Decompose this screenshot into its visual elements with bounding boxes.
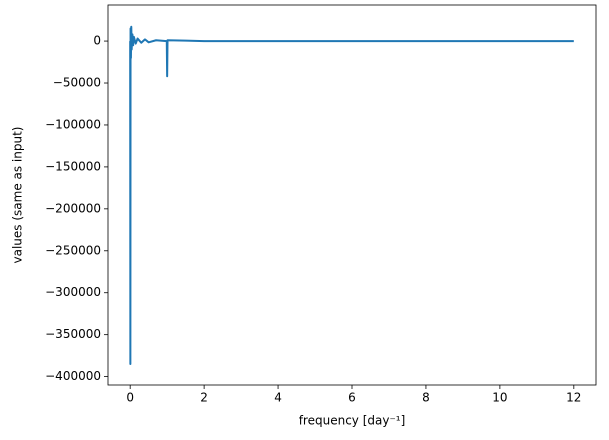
x-axis-label: frequency [day⁻¹] [299, 414, 406, 428]
y-tick-label: −150000 [45, 159, 101, 173]
y-tick-label: −200000 [45, 201, 101, 215]
y-tick-label: −50000 [53, 76, 101, 90]
x-tick-label: 10 [492, 391, 507, 405]
x-tick-label: 8 [422, 391, 430, 405]
y-axis-label: values (same as input) [11, 127, 25, 264]
data-line [129, 25, 574, 366]
x-tick-label: 0 [126, 391, 134, 405]
x-tick-label: 12 [566, 391, 581, 405]
x-tick-label: 4 [274, 391, 282, 405]
y-tick-label: 0 [93, 34, 101, 48]
y-tick-label: −400000 [45, 369, 101, 383]
y-tick-label: −350000 [45, 327, 101, 341]
y-tick-label: −100000 [45, 117, 101, 131]
x-tick-label: 6 [348, 391, 356, 405]
x-tick-label: 2 [200, 391, 208, 405]
plot-frame [107, 4, 597, 386]
y-tick-label: −250000 [45, 243, 101, 257]
y-tick-label: −300000 [45, 285, 101, 299]
